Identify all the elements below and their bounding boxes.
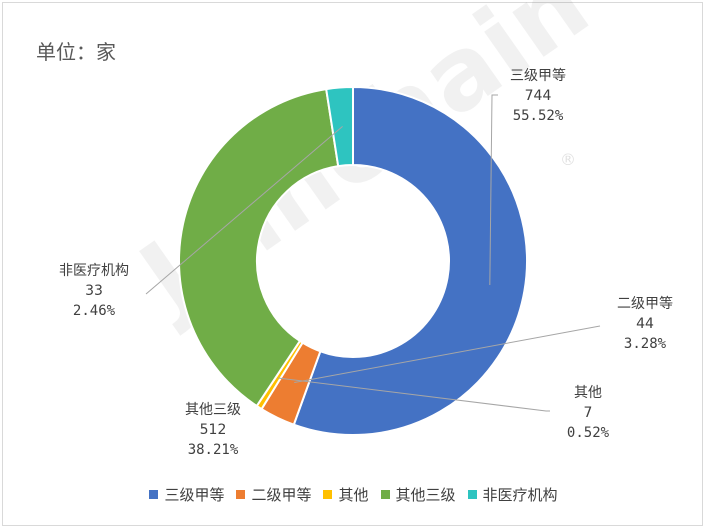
legend-swatch-qita <box>323 490 333 499</box>
registered-mark: ® <box>560 150 576 169</box>
legend-swatch-erji-jiadeng <box>236 490 246 499</box>
data-label-percent-erji-jiadeng: 3.28% <box>624 336 667 352</box>
data-label-value-qita-sanji: 512 <box>200 422 227 438</box>
slice-sanji-jiadeng <box>292 85 528 436</box>
data-labels-group: 三级甲等 744 55.52% 二级甲等 44 3.28% 其他 7 0.52% 其他三级 512 3… <box>59 67 673 458</box>
leader-line-fei-yiliao-jigou <box>145 126 343 295</box>
legend-label-fei-yiliao-jigou: 非医疗机构 <box>482 486 558 504</box>
legend: 三级甲等 二级甲等 其他 其他三级 非医疗机构 <box>0 484 707 505</box>
slices-group <box>178 85 528 436</box>
legend-label-erji-jiadeng: 二级甲等 <box>251 486 312 504</box>
data-label-percent-qita-sanji: 38.21% <box>188 442 239 458</box>
leader-line-qita <box>278 377 550 412</box>
legend-item-qita: 其他 <box>323 484 369 505</box>
legend-item-erji-jiadeng: 二级甲等 <box>236 484 311 505</box>
legend-swatch-sanji-jiadeng <box>149 490 159 499</box>
data-label-value-sanji-jiadeng: 744 <box>525 88 552 104</box>
slice-fei-yiliao-jigou <box>325 85 354 168</box>
data-label-category-sanji-jiadeng: 三级甲等 <box>510 67 566 84</box>
data-label-percent-sanji-jiadeng: 55.52% <box>513 108 564 124</box>
legend-item-qita-sanji: 其他三级 <box>380 484 456 505</box>
data-label-value-erji-jiadeng: 44 <box>636 316 654 332</box>
data-label-category-qita: 其他 <box>574 385 602 401</box>
leader-line-sanji-jiadeng <box>489 94 498 285</box>
legend-item-fei-yiliao-jigou: 非医疗机构 <box>467 484 558 505</box>
legend-label-qita: 其他 <box>338 486 369 504</box>
leader-lines-group <box>145 94 601 412</box>
data-label-category-erji-jiadeng: 二级甲等 <box>617 295 673 312</box>
data-label-value-fei-yiliao-jigou: 33 <box>85 283 103 299</box>
data-label-percent-fei-yiliao-jigou: 2.46% <box>73 303 116 319</box>
unit-label: 单位：家 <box>36 40 116 64</box>
legend-item-sanji-jiadeng: 三级甲等 <box>149 484 224 505</box>
leader-line-erji-jiadeng <box>294 325 601 384</box>
legend-swatch-qita-sanji <box>380 490 390 499</box>
legend-label-sanji-jiadeng: 三级甲等 <box>164 486 225 504</box>
slice-qita-sanji <box>178 87 340 408</box>
legend-swatch-fei-yiliao-jigou <box>467 490 477 499</box>
data-label-category-fei-yiliao-jigou: 非医疗机构 <box>59 263 129 279</box>
data-label-percent-qita: 0.52% <box>567 425 610 441</box>
data-label-value-qita: 7 <box>584 405 593 421</box>
data-label-category-qita-sanji: 其他三级 <box>185 402 241 418</box>
legend-label-qita-sanji: 其他三级 <box>395 486 456 504</box>
